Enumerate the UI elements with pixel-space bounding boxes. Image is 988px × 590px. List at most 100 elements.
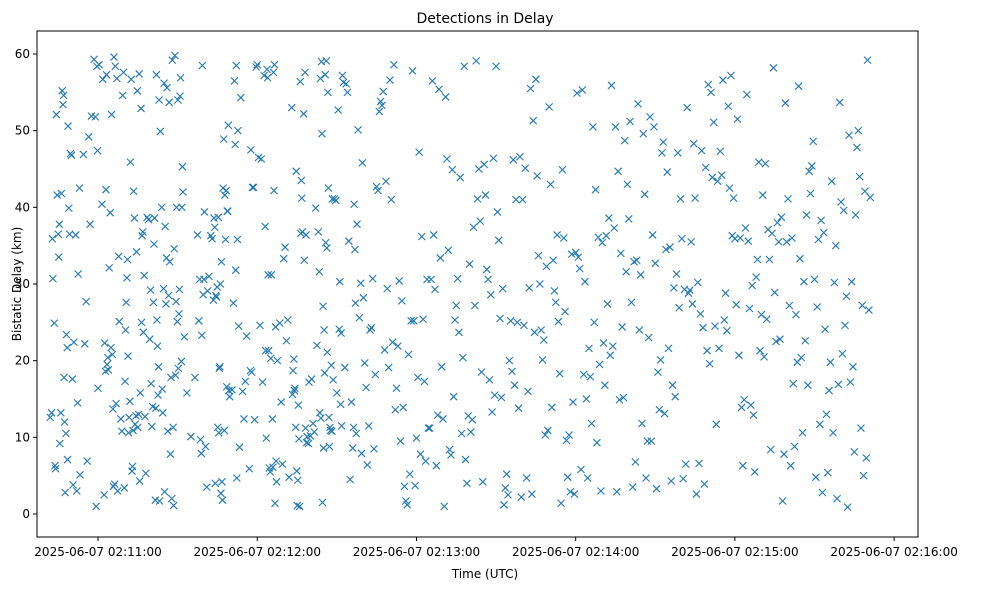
data-point [492,62,500,71]
data-point [432,461,441,470]
data-point [170,244,179,253]
data-point [290,386,299,395]
data-point [374,186,382,195]
data-point [285,473,293,482]
data-point [411,481,420,490]
data-point [145,335,154,344]
data-point [745,304,754,313]
data-point [451,316,459,324]
data-point [130,214,139,222]
data-point [837,198,845,206]
data-point [665,243,674,252]
data-point [54,253,63,262]
data-point [578,86,587,94]
data-point [318,498,327,507]
data-point [830,278,839,287]
data-point [604,214,613,222]
data-point [57,189,66,198]
data-point [340,363,349,372]
data-point [218,496,227,505]
data-point [273,356,282,365]
data-point [667,477,676,485]
data-point [807,162,816,170]
data-point [352,429,361,438]
data-point [587,419,596,428]
data-point [129,426,137,435]
data-point [756,346,764,355]
data-point [46,413,55,422]
data-point [586,372,595,381]
y-tick-label: 10 [15,430,30,444]
data-point [619,393,628,402]
data-point [360,359,369,367]
data-point [214,213,223,222]
data-point [137,104,145,113]
data-point [174,96,182,104]
data-point [221,235,230,244]
data-point [104,365,113,374]
data-point [558,165,567,174]
data-point [350,200,358,209]
data-point [98,75,107,84]
data-point [316,74,325,83]
data-point [559,234,568,242]
data-point [526,84,535,93]
data-point [652,484,661,493]
data-point [384,363,393,372]
data-point [264,346,273,355]
data-point [292,467,301,475]
data-point [300,256,309,265]
data-point [555,369,564,378]
data-point [855,172,864,181]
data-point [399,403,408,412]
data-point [748,281,757,290]
data-point [208,234,217,243]
data-point [230,76,239,85]
data-point [191,373,199,382]
data-point [386,76,394,84]
data-point [218,477,226,486]
data-point [425,424,434,433]
data-point [449,392,458,401]
data-point [561,307,569,316]
data-point [338,71,347,80]
data-point [818,488,827,497]
data-point [508,367,516,376]
data-point [295,502,304,511]
data-point [849,362,857,371]
data-point [513,318,522,327]
data-point [776,335,784,344]
data-point [512,195,520,204]
data-point [240,415,248,423]
data-point [202,483,211,492]
data-point [52,110,61,119]
data-point [662,245,670,254]
data-point [152,70,161,79]
data-point [541,431,550,439]
data-point [163,83,171,92]
data-point [415,148,424,157]
data-point [150,214,159,222]
data-point [789,379,798,388]
data-point [68,375,77,383]
data-point [211,291,220,300]
data-point [125,413,133,422]
data-point [553,231,561,239]
data-point [62,429,70,438]
data-point [477,368,486,377]
data-point [664,344,673,353]
data-point [486,290,495,299]
data-point [693,278,702,287]
data-point [320,326,329,334]
data-point [299,109,308,118]
data-point [323,348,332,357]
y-tick-label: 0 [22,507,30,521]
data-point [707,88,715,97]
data-point [738,461,747,470]
data-point [760,352,768,361]
data-point [681,460,690,469]
data-point [311,204,320,212]
data-point [144,215,153,224]
data-point [845,131,853,140]
data-point [317,414,325,423]
